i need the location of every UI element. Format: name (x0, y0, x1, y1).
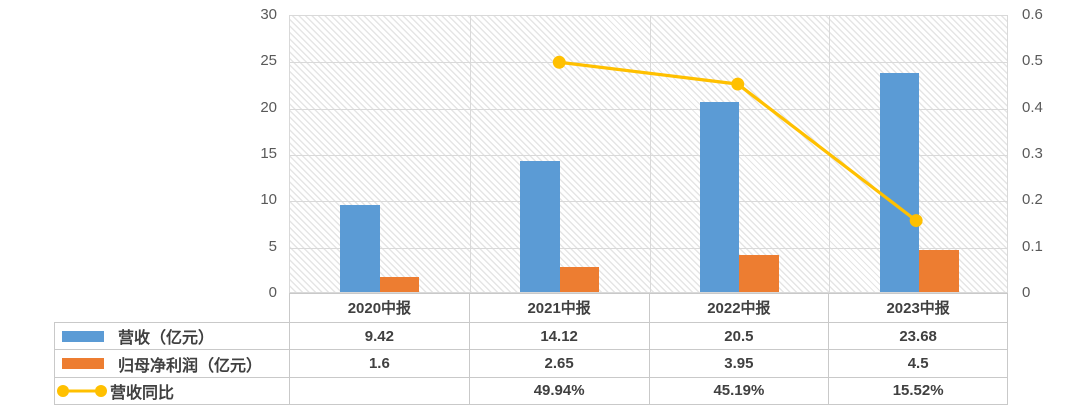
left-axis-tick-label: 10 (260, 191, 277, 209)
left-axis-tick-label: 30 (260, 6, 277, 23)
legend-swatch-revenue (62, 330, 104, 342)
right-axis-tick-label: 0.6 (1022, 6, 1043, 23)
right-axis-tick-label: 0.4 (1022, 98, 1043, 116)
horizontal-gridline (290, 155, 1007, 156)
table-value-cell: 4.5 (828, 349, 1008, 378)
left-axis-tick-label: 0 (268, 284, 277, 301)
right-axis-tick-label: 0.1 (1022, 237, 1043, 255)
right-axis-tick-label: 0 (1022, 284, 1031, 301)
legend-label: 营收同比 (110, 384, 175, 402)
category-label: 2020中报 (289, 293, 470, 323)
table-value-cell: 45.19% (648, 376, 830, 406)
right-axis-tick-label: 0.3 (1022, 145, 1043, 162)
bar-profit (739, 255, 779, 292)
left-axis-tick-label: 5 (268, 237, 277, 255)
horizontal-gridline (290, 62, 1007, 64)
table-value-cell: 14.12 (468, 322, 650, 351)
category-label: 2021中报 (468, 293, 650, 323)
table-value-cell: 49.94% (468, 376, 650, 406)
left-axis-tick-label: 15 (260, 145, 277, 162)
yoy-line-marker (909, 214, 923, 228)
horizontal-gridline (290, 108, 1007, 110)
legend-label: 归母净利润（亿元） (118, 357, 263, 375)
table-value-cell: 15.52% (828, 376, 1008, 406)
bar-revenue (699, 102, 740, 292)
bar-profit (379, 277, 420, 292)
right-axis-tick-label: 0.5 (1022, 52, 1043, 70)
yoy-line-marker (731, 77, 745, 91)
bar-revenue (879, 72, 920, 292)
table-value-cell: 3.95 (648, 349, 830, 378)
right-axis-tick-label: 0.2 (1022, 191, 1043, 209)
plot-area (289, 15, 1008, 293)
bar-profit (919, 250, 959, 292)
table-value-cell: 1.6 (289, 349, 470, 378)
legend-row-revenue: 营收（亿元） (54, 322, 290, 351)
category-label: 2022中报 (648, 293, 830, 323)
table-value-cell: 20.5 (648, 322, 830, 351)
table-value-cell (289, 376, 470, 406)
horizontal-gridline (290, 201, 1007, 203)
category-label: 2023中报 (828, 293, 1008, 323)
legend-swatch-profit (62, 358, 104, 370)
yoy-line-marker (552, 55, 566, 69)
vertical-gridline (469, 16, 471, 292)
legend-label: 营收（亿元） (118, 330, 215, 348)
legend-line-marker (57, 384, 107, 397)
legend-row-profit: 归母净利润（亿元） (54, 349, 290, 378)
vertical-gridline (649, 16, 651, 292)
table-value-cell: 9.42 (289, 322, 470, 351)
table-value-cell: 2.65 (468, 349, 650, 378)
bar-revenue (340, 204, 380, 292)
left-axis-tick-label: 25 (260, 52, 277, 70)
bar-revenue (520, 161, 560, 292)
bar-profit (559, 267, 600, 292)
legend-row-yoy: 营收同比 (54, 376, 290, 406)
table-value-cell: 23.68 (828, 322, 1008, 351)
horizontal-gridline (290, 247, 1007, 249)
line-series-layer (552, 55, 923, 228)
left-axis-tick-label: 20 (260, 98, 277, 116)
